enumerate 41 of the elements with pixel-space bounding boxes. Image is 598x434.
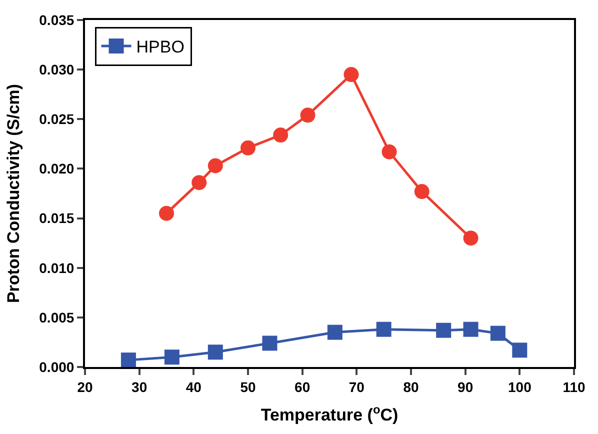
x-tick-label: 70 [348,378,365,395]
y-tick-label: 0.005 [39,309,74,326]
point [436,322,452,338]
x-tick-label: 60 [294,378,310,395]
point [300,108,316,123]
point [382,144,397,160]
x-tick-label: 30 [132,378,148,395]
point [192,175,207,190]
x-tick-label: 20 [77,378,93,395]
point [240,140,256,156]
x-tick-label: 40 [186,378,202,395]
point [344,67,359,82]
point [120,352,136,368]
x-tick-label: 100 [508,378,532,395]
point [164,350,180,365]
point [159,206,174,221]
point [490,326,506,341]
x-tick-label: 50 [240,378,256,395]
x-tick-label: 80 [403,378,419,395]
point [376,322,392,337]
y-tick-label: 0.000 [39,358,74,375]
point [208,344,223,360]
y-axis-title: Proton Conductivity (S/cm) [4,84,24,304]
x-tick-label: 110 [562,378,586,395]
y-tick-label: 0.025 [39,111,74,128]
legend-label: HPBO [136,38,184,57]
point [208,158,223,174]
point [273,128,288,143]
y-tick-label: 0.010 [39,260,74,276]
point [414,184,430,200]
y-tick-label: 0.020 [39,160,74,177]
point [327,324,342,340]
x-tick-label: 90 [458,378,474,395]
point [463,322,478,337]
point [463,230,478,246]
y-tick-label: 0.035 [39,12,74,28]
point [262,336,278,351]
y-tick-label: 0.015 [39,210,74,226]
point [512,342,528,358]
x-axis-title: Temperature ($^{o}$C) [260,402,398,425]
y-tick-label: 0.030 [39,61,74,78]
